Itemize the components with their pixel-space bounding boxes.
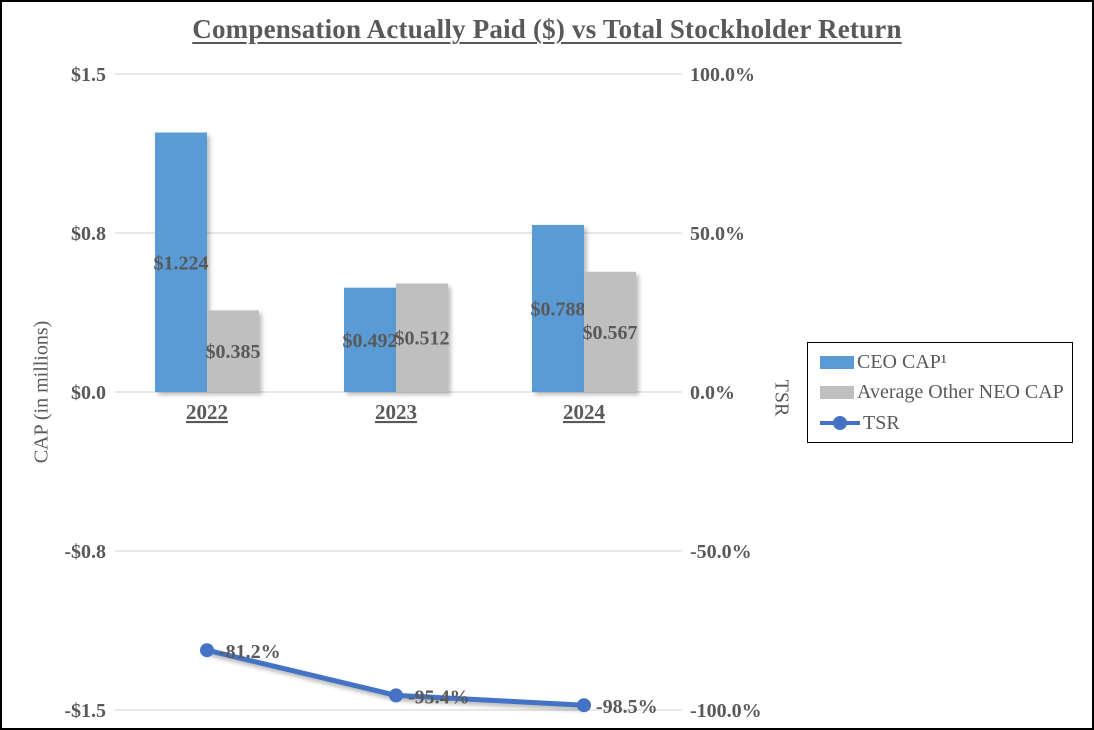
left-axis-tick-label: -$0.8 bbox=[64, 541, 106, 563]
bar-neo-cap-2023 bbox=[396, 283, 448, 392]
legend-box: CEO CAP¹ Average Other NEO CAP TSR bbox=[807, 342, 1073, 443]
category-label-2022: 2022 bbox=[186, 400, 228, 424]
bar-data-label: $0.385 bbox=[206, 341, 261, 363]
bar-data-label: $0.788 bbox=[531, 298, 586, 320]
right-axis-tick-label: -100.0% bbox=[690, 700, 762, 722]
tsr-marker-2024 bbox=[577, 698, 591, 713]
tsr-data-label: -95.4% bbox=[408, 686, 470, 708]
bar-neo-cap-2022 bbox=[207, 310, 259, 392]
tsr-marker-2022 bbox=[200, 643, 214, 658]
legend-item: CEO CAP¹ bbox=[820, 351, 1072, 374]
left-axis-tick-label: -$1.5 bbox=[64, 700, 106, 722]
right-axis-tick-label: 100.0% bbox=[690, 64, 755, 86]
bar-ceo-cap-2022 bbox=[155, 132, 207, 392]
chart-title: Compensation Actually Paid ($) vs Total … bbox=[192, 14, 902, 44]
tsr-data-label: -98.5% bbox=[596, 696, 658, 718]
bar-data-label: $1.224 bbox=[154, 252, 209, 274]
bar-neo-cap-2024 bbox=[584, 271, 636, 392]
legend-label: Average Other NEO CAP bbox=[857, 381, 1064, 403]
left-axis-tick-label: $1.5 bbox=[71, 64, 106, 86]
legend-line-marker-icon bbox=[820, 416, 860, 430]
bar-ceo-cap-2023 bbox=[344, 287, 396, 392]
legend-swatch-icon bbox=[820, 355, 854, 369]
right-axis-tick-label: -50.0% bbox=[690, 541, 752, 563]
legend-label: CEO CAP¹ bbox=[857, 350, 947, 373]
left-axis-tick-label: $0.8 bbox=[71, 223, 106, 245]
legend-swatch-icon bbox=[820, 386, 854, 399]
category-label-2024: 2024 bbox=[563, 400, 606, 424]
legend-item: TSR bbox=[820, 412, 1072, 435]
bar-ceo-cap-2024 bbox=[532, 224, 584, 392]
bar-data-label: $0.492 bbox=[343, 330, 398, 352]
right-axis-tick-label: 0.0% bbox=[690, 382, 735, 404]
bar-data-label: $0.567 bbox=[583, 322, 638, 344]
left-axis-tick-label: $0.0 bbox=[71, 382, 106, 404]
legend-label: TSR bbox=[863, 411, 900, 434]
legend-item: Average Other NEO CAP bbox=[820, 381, 1072, 404]
right-axis-tick-label: 50.0% bbox=[690, 223, 745, 245]
tsr-marker-2023 bbox=[389, 688, 403, 703]
tsr-data-label: -81.2% bbox=[219, 641, 281, 663]
category-label-2023: 2023 bbox=[375, 400, 417, 424]
bar-data-label: $0.512 bbox=[395, 328, 450, 350]
